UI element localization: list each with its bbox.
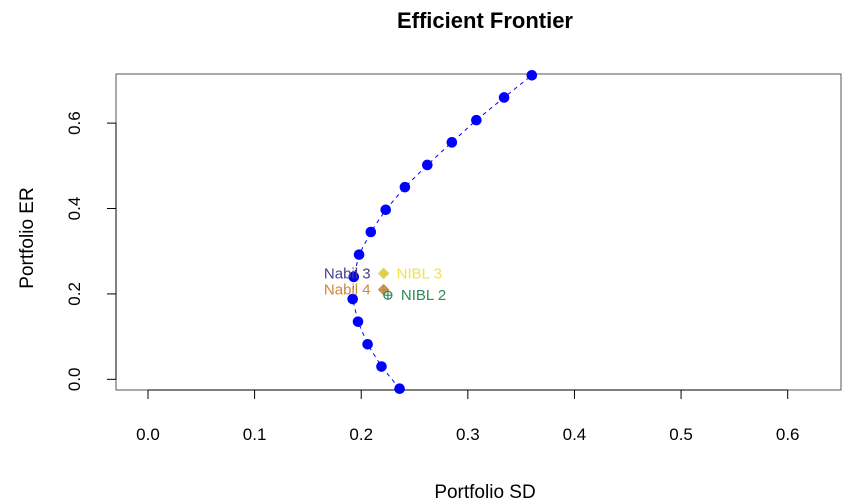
y-axis-label: Portfolio ER — [17, 187, 38, 288]
annotation-marker — [377, 267, 390, 280]
annotation-label: NIBL 2 — [401, 287, 446, 304]
chart-title: Efficient Frontier — [397, 8, 573, 33]
frontier-point — [352, 316, 364, 327]
frontier-point — [394, 383, 405, 395]
frontier-point — [365, 226, 377, 238]
frontier-point — [399, 181, 411, 193]
frontier-point — [498, 92, 510, 103]
frontier-point — [376, 361, 387, 372]
frontier-point — [471, 114, 482, 126]
frontier-point — [422, 159, 433, 171]
frontier-point — [362, 339, 373, 350]
annotation-label: Nabil 4 — [324, 282, 371, 299]
y-tick-label: 0.2 — [65, 282, 84, 306]
frontier-points — [347, 69, 538, 395]
x-tick-label: 0.3 — [456, 425, 480, 444]
annotation-label: Nabil 3 — [324, 265, 371, 282]
frontier-point — [348, 271, 360, 283]
frontier-point — [353, 249, 365, 260]
y-tick-label: 0.4 — [65, 197, 84, 221]
y-axis: 0.0 0.2 0.4 0.6 — [65, 111, 117, 392]
annotation-marker-cross — [378, 284, 389, 295]
frontier-point — [347, 293, 358, 305]
x-axis-label: Portfolio SD — [434, 482, 535, 503]
x-tick-label: 0.0 — [136, 425, 160, 444]
x-tick-label: 0.2 — [349, 425, 373, 444]
y-tick-label: 0.0 — [65, 368, 84, 392]
frontier-point — [526, 69, 538, 81]
x-tick-label: 0.1 — [243, 425, 267, 444]
y-tick-label: 0.6 — [65, 111, 84, 135]
frontier-line — [352, 74, 533, 390]
x-axis: 0.0 0.1 0.2 0.3 0.4 0.5 0.6 — [136, 389, 800, 444]
x-tick-label: 0.5 — [669, 425, 693, 444]
frontier-point — [446, 137, 458, 148]
annotation-label: NIBL 3 — [397, 265, 442, 282]
annotation-marker-cross — [383, 291, 392, 300]
x-tick-label: 0.6 — [776, 425, 800, 444]
x-tick-label: 0.4 — [563, 425, 587, 444]
frontier-point — [380, 204, 392, 216]
